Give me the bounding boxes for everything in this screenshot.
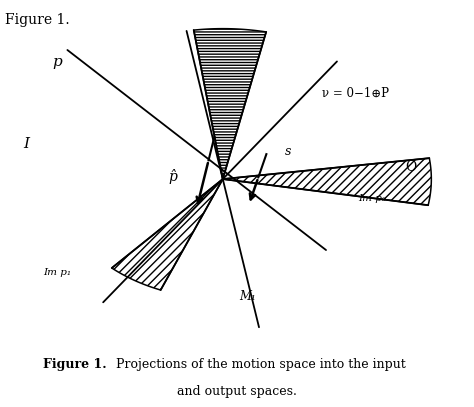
- Text: Im p₁: Im p₁: [43, 268, 71, 277]
- Text: ν = 0−1⊕P: ν = 0−1⊕P: [322, 87, 389, 100]
- Text: and output spaces.: and output spaces.: [177, 385, 297, 398]
- Text: M₁: M₁: [239, 291, 256, 304]
- Text: Projections of the motion space into the input: Projections of the motion space into the…: [116, 358, 406, 371]
- Text: Figure 1.: Figure 1.: [43, 358, 106, 371]
- Text: Figure 1.: Figure 1.: [5, 13, 69, 27]
- Text: p̂: p̂: [168, 169, 177, 184]
- Polygon shape: [223, 158, 431, 205]
- Text: s: s: [284, 145, 291, 158]
- Text: p: p: [52, 55, 62, 69]
- Text: Im p₀: Im p₀: [358, 194, 386, 204]
- Text: I: I: [24, 137, 30, 151]
- Polygon shape: [194, 28, 266, 179]
- Text: O: O: [405, 160, 417, 173]
- Polygon shape: [112, 179, 223, 290]
